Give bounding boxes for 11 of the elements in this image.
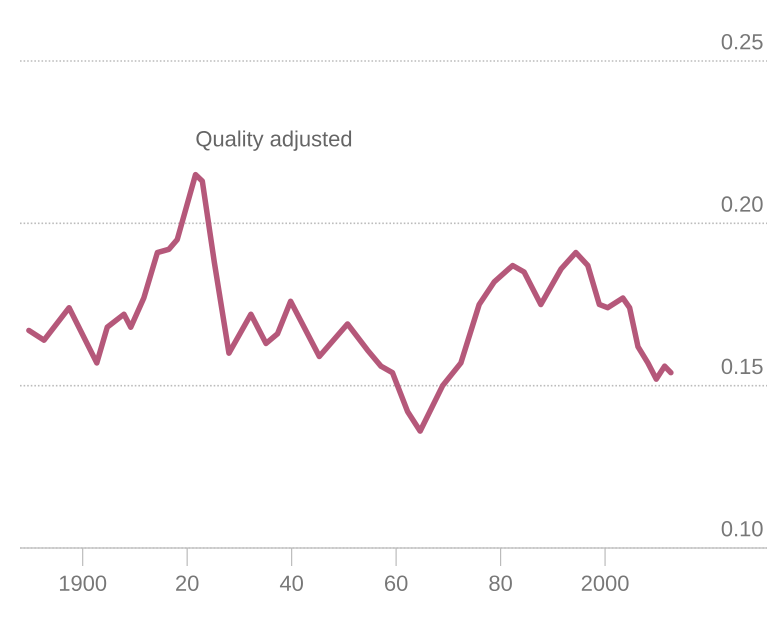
x-tick-label: 20	[176, 575, 198, 592]
y-tick-label: 0.15	[722, 358, 763, 374]
x-tick-label: 60	[385, 575, 408, 592]
y-tick-label: 0.10	[722, 520, 763, 536]
x-tick-label: 1900	[60, 575, 106, 592]
y-tick-label: 0.25	[722, 34, 763, 50]
x-tick-label: 40	[280, 575, 303, 592]
x-tick-label: 2000	[582, 575, 629, 592]
y-tick-label: 0.20	[722, 196, 763, 212]
x-tick-label: 80	[489, 575, 512, 592]
series-label: Quality adjusted	[196, 130, 352, 151]
